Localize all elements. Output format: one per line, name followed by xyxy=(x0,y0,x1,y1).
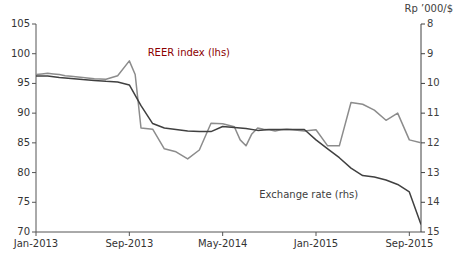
x-tick-label: Sep-2015 xyxy=(385,238,433,249)
x-tick-label: May-2014 xyxy=(198,238,248,249)
y-tick xyxy=(32,113,36,114)
x-tick xyxy=(222,232,223,236)
y2-tick xyxy=(421,202,425,203)
y2-tick-label: 13 xyxy=(427,167,440,178)
y-tick-label: 80 xyxy=(17,167,30,178)
y-tick-label: 70 xyxy=(17,226,30,237)
x-tick xyxy=(129,232,130,236)
y2-tick-label: 14 xyxy=(427,196,440,207)
x-axis-line xyxy=(36,232,421,233)
y-tick xyxy=(32,142,36,143)
y2-tick xyxy=(421,113,425,114)
y-tick-label: 75 xyxy=(17,196,30,207)
y-tick xyxy=(32,24,36,25)
y2-tick-label: 10 xyxy=(427,77,440,88)
y2-tick-label: 15 xyxy=(427,226,440,237)
y2-axis-line xyxy=(421,24,422,232)
y-tick-label: 105 xyxy=(11,18,30,29)
y-tick-label: 95 xyxy=(17,77,30,88)
x-tick xyxy=(409,232,410,236)
plot-area xyxy=(36,61,421,225)
y-tick-label: 85 xyxy=(17,137,30,148)
x-tick-label: Sep-2013 xyxy=(105,238,153,249)
y-tick xyxy=(32,83,36,84)
chart: Jan-2013 Sep-2013 May-2014 Jan-2015 Sep-2015… xyxy=(0,0,457,258)
y-tick-label: 100 xyxy=(11,48,30,59)
y2-tick xyxy=(421,53,425,54)
series-label: REER index (lhs) xyxy=(148,47,230,58)
y2-tick xyxy=(421,172,425,173)
series-label: Exchange rate (rhs) xyxy=(259,189,358,200)
y2-tick-label: 11 xyxy=(427,107,440,118)
y2-tick-label: 12 xyxy=(427,137,440,148)
y2-tick xyxy=(421,232,425,233)
y-tick xyxy=(32,232,36,233)
x-tick-label: Jan-2013 xyxy=(13,238,58,249)
y-tick xyxy=(32,53,36,54)
x-tick xyxy=(316,232,317,236)
y2-tick xyxy=(421,24,425,25)
x-tick-label: Jan-2015 xyxy=(293,238,338,249)
x-tick xyxy=(36,232,37,236)
y-tick xyxy=(32,172,36,173)
y-tick-label: 90 xyxy=(17,107,30,118)
series-line xyxy=(36,76,421,225)
y-axis-line xyxy=(36,24,37,232)
y-tick xyxy=(32,202,36,203)
y2-tick xyxy=(421,83,425,84)
series-line xyxy=(36,61,421,159)
y2-tick-label: 9 xyxy=(427,48,433,59)
title: Rp ’000/$ xyxy=(405,3,453,14)
y2-tick xyxy=(421,142,425,143)
y2-tick-label: 8 xyxy=(427,18,433,29)
